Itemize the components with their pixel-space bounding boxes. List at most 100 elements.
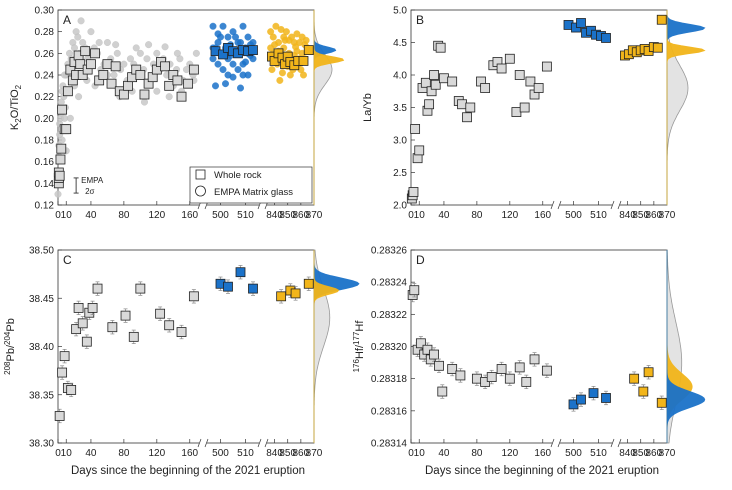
data-point-whole-rock [172, 75, 183, 86]
data-point-glass [278, 69, 286, 77]
data-point-glass [140, 98, 148, 106]
data-point-whole-rock [87, 302, 98, 313]
data-point-whole-rock [98, 70, 109, 80]
x-tick-label: 500 [212, 210, 229, 221]
data-point-glass [165, 93, 173, 101]
data-point-whole-rock [107, 322, 118, 333]
data-point-whole-rock [496, 364, 507, 374]
y-tick-label: 38.40 [29, 342, 54, 353]
data-point-glass [229, 73, 237, 81]
data-point-whole-rock [511, 107, 522, 117]
axis-break-mask [199, 202, 207, 208]
x-tick-label: 860 [293, 210, 310, 221]
x-tick-label: 840 [619, 448, 636, 459]
data-point-glass [211, 82, 219, 90]
data-point-glass [214, 60, 222, 68]
axis-break-mask [552, 440, 560, 446]
data-point-whole-rock [106, 78, 117, 89]
data-point-glass [153, 49, 161, 57]
y-tick-label: 5.0 [393, 6, 407, 17]
x-tick-label: 10 [61, 448, 73, 459]
x-tick-label: 0 [408, 448, 414, 459]
x-tick-label: 120 [501, 448, 518, 459]
legend-circle-icon [195, 185, 206, 197]
x-tick-label: 80 [471, 210, 483, 221]
data-point-whole-rock [164, 80, 175, 91]
panel-b: 2.0 2.5 3.0 3.5 4.0 4.5 5.0 0 10 40 80 120 160 500 510… [362, 6, 706, 221]
panel-letter: D [416, 253, 425, 267]
data-point-glass [244, 71, 252, 79]
data-point-whole-rock [462, 112, 472, 123]
x-tick-label: 0 [55, 448, 61, 459]
y-tick-label: 0.28314 [371, 439, 408, 450]
legend-label-whole-rock: Whole rock [214, 170, 262, 181]
data-point-whole-rock [447, 364, 458, 374]
x-tick-label: 860 [293, 448, 310, 459]
plot-frame [57, 249, 315, 444]
data-point-glass [271, 41, 279, 49]
data-point-whole-rock [155, 308, 166, 319]
x-tick-label: 840 [266, 448, 283, 459]
data-point-whole-rock [457, 99, 467, 110]
x-tick-label: 0 [408, 210, 414, 221]
y-tick-label: 0.28324 [371, 278, 408, 289]
x-tick-label: 840 [266, 210, 283, 221]
x-tick-label: 80 [118, 210, 130, 221]
data-point-glass [272, 22, 280, 30]
data-point-whole-rock [415, 338, 426, 349]
data-point-whole-rock [465, 102, 476, 113]
y-axis-title: 176Hf/177Hf [352, 320, 366, 373]
axis-break-mask [612, 202, 620, 208]
x-tick-label: 850 [279, 448, 296, 459]
data-point-whole-rock [188, 291, 199, 302]
x-tick-label: 870 [659, 448, 676, 459]
data-point-whole-rock [62, 86, 73, 97]
data-point-whole-rock [81, 336, 92, 347]
data-point-glass [161, 43, 169, 51]
data-point-whole-rock [447, 76, 458, 87]
x-tick-label: 80 [471, 448, 483, 459]
data-point-whole-rock [71, 324, 82, 335]
data-point-whole-rock [429, 349, 439, 360]
data-point-glass [77, 17, 85, 25]
axis-break-mark [257, 438, 262, 448]
y-axis-title: K2O/TiO2 [9, 84, 23, 130]
data-point-glass [209, 55, 217, 63]
data-point-whole-rock [588, 388, 599, 399]
axis-break-mark [610, 200, 615, 210]
data-point-whole-rock [656, 397, 667, 408]
data-point-whole-rock [86, 59, 96, 70]
data-point-glass [239, 22, 247, 30]
data-point-whole-rock [629, 373, 640, 384]
data-point-glass [132, 44, 140, 52]
x-tick-label: 850 [632, 448, 649, 459]
y-tick-label: 0.16 [35, 157, 55, 168]
x-tick-label: 80 [118, 448, 130, 459]
legend-label-matrix-glass: EMPA Matrix glass [214, 187, 293, 198]
data-point-whole-rock [420, 77, 431, 88]
y-tick-label: 0.28326 [371, 246, 408, 257]
y-tick-label: 3.0 [393, 136, 407, 147]
data-point-whole-rock [430, 79, 441, 90]
data-point-whole-rock [504, 53, 515, 64]
data-point-whole-rock [434, 360, 444, 371]
axis-break-mark [610, 438, 615, 448]
x-axis-title-left: Days since the beginning of the 2021 eru… [71, 465, 305, 477]
density-first-phase [666, 9, 689, 205]
data-point-whole-rock [541, 365, 552, 376]
density-third-phase [313, 250, 340, 443]
axis-break-mask [612, 440, 620, 446]
data-point-whole-rock [120, 310, 131, 321]
data-point-whole-rock [638, 386, 649, 397]
x-tick-label: 10 [414, 448, 426, 459]
data-point-whole-rock [439, 73, 449, 84]
x-tick-label: 120 [148, 448, 165, 459]
density-second-phase [666, 250, 706, 443]
data-point-whole-rock [218, 49, 228, 60]
axis-break-mark [617, 200, 622, 210]
data-point-glass [236, 84, 244, 92]
y-tick-label: 0.28322 [371, 310, 408, 321]
legend-square-icon [195, 169, 206, 180]
x-tick-label: 40 [438, 210, 450, 221]
data-point-glass [231, 33, 239, 41]
